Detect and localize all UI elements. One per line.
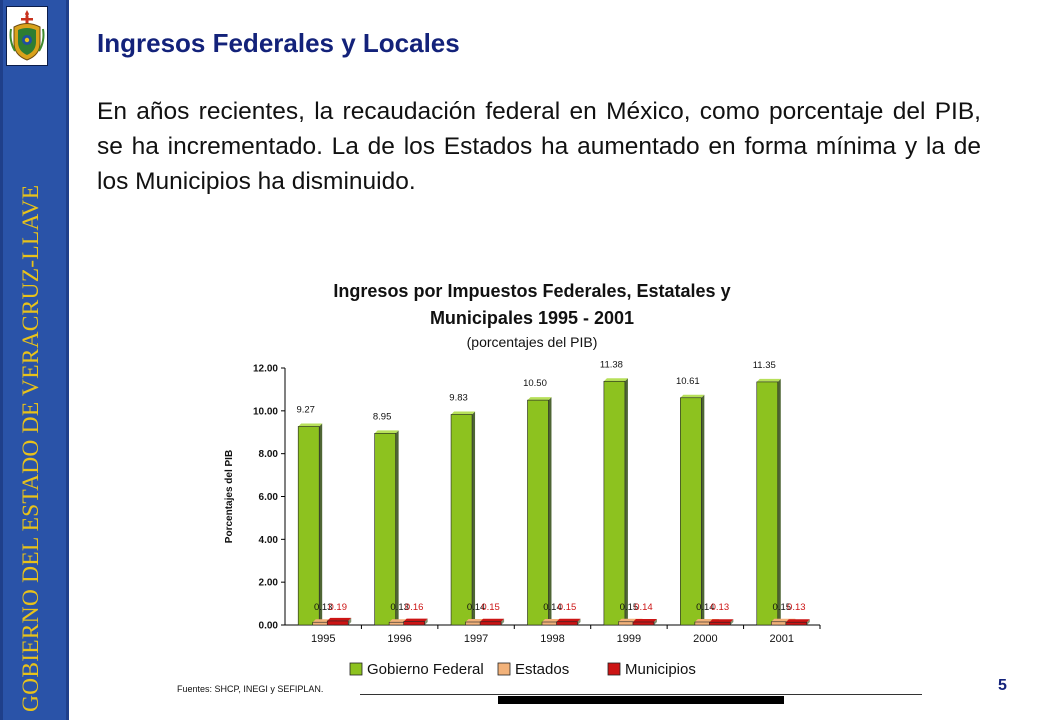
footer-divider [360,694,922,695]
bar-side-1995-2 [348,617,352,625]
data-label-gobierno-federal-1999: 11.38 [600,359,623,370]
y-tick-label: 4.00 [259,535,279,546]
slide-paragraph: En años recientes, la recaudación federa… [97,98,981,195]
bar-top-1997-0 [451,411,476,415]
bar-side-1999-2 [653,619,657,625]
bar-municipios-2000 [709,621,731,626]
x-tick-label: 1999 [617,633,641,645]
data-label-estados-1997: 0.14 [467,602,486,613]
bar-side-2001-0 [777,378,781,625]
bar-side-2000-2 [730,619,734,625]
bar-top-2000-0 [680,394,705,398]
bar-gobierno-federal-1997 [450,414,473,626]
footer-bar [498,696,784,704]
data-label-municipios-1995: 0.19 [328,602,347,613]
bar-gobierno-federal-2001 [756,381,779,626]
bar-top-1998-0 [527,397,552,401]
data-label-estados-1998: 0.14 [543,602,562,613]
x-tick-label: 2000 [693,633,717,645]
bar-side-1997-0 [472,411,476,625]
data-label-municipios-2000: 0.13 [711,602,730,613]
legend-swatch-estados [497,662,511,676]
bar-top-1999-0 [603,378,628,382]
legend-label-estados: Estados [515,661,569,678]
data-label-estados-2000: 0.14 [696,602,715,613]
x-tick-label: 2001 [770,633,794,645]
data-label-municipios-2001: 0.13 [787,602,806,613]
bar-side-1996-0 [395,430,399,625]
x-tick-label: 1996 [387,633,411,645]
bar-top-2001-0 [756,378,781,382]
bar-gobierno-federal-1995 [297,426,320,626]
bar-top-1996-0 [374,430,399,434]
data-label-municipios-1997: 0.15 [481,602,500,613]
bar-side-1996-2 [424,618,428,625]
y-tick-label: 12.00 [253,364,278,375]
bar-side-1998-2 [577,618,581,625]
chart-title-line-2: Municipales 1995 - 2001 [430,308,634,328]
bar-side-1998-0 [548,397,552,625]
data-label-gobierno-federal-2001: 11.35 [753,360,776,371]
bar-municipios-1995 [326,620,349,626]
bar-top-1995-2 [327,617,352,621]
bar-side-1995-0 [319,423,323,625]
y-axis-label: Porcentajes del PIB [224,450,235,543]
data-label-gobierno-federal-1998: 10.50 [523,378,547,389]
page-number: 5 [998,677,1007,694]
bar-top-1999-2 [632,619,657,623]
legend-label-municipios: Municipios [625,661,696,678]
sidebar: GOBIERNO DEL ESTADO DE VERACRUZ-LLAVE [0,0,69,720]
legend-swatch-municipios [607,662,621,676]
data-label-estados-1995: 0.13 [314,602,333,613]
bar-side-2001-2 [806,619,810,625]
bar-side-1999-0 [624,378,628,625]
y-tick-label: 10.00 [253,406,278,417]
bar-side-2000-0 [701,394,705,625]
data-label-gobierno-federal-1995: 9.27 [296,404,315,415]
bar-municipios-1996 [403,621,425,626]
bar-municipios-1997 [479,621,502,626]
data-label-estados-1999: 0.15 [620,602,639,613]
data-label-gobierno-federal-2000: 10.61 [676,376,700,387]
bar-gobierno-federal-1996 [374,433,396,626]
bar-gobierno-federal-1999 [603,380,626,626]
bar-municipios-2001 [785,621,808,626]
y-tick-label: 0.00 [259,621,279,632]
revenue-chart: Ingresos por Impuestos Federales, Estata… [224,281,821,678]
slide-title: Ingresos Federales y Locales [97,28,460,58]
x-tick-label: 1998 [540,633,564,645]
y-tick-label: 6.00 [259,492,279,503]
bar-gobierno-federal-2000 [680,397,702,626]
legend-swatch-gobierno-federal [349,662,363,676]
bar-top-1997-2 [480,618,505,622]
x-tick-label: 1997 [464,633,488,645]
chart-title-line-1: Ingresos por Impuestos Federales, Estata… [333,281,730,301]
sidebar-panel [3,0,66,720]
legend-label-gobierno-federal: Gobierno Federal [367,661,484,678]
chart-subtitle: (porcentajes del PIB) [467,334,598,350]
data-label-municipios-1998: 0.15 [558,602,577,613]
veracruz-coat-of-arms-icon [6,6,48,66]
bar-top-2001-2 [785,619,810,623]
bar-top-1998-2 [556,618,581,622]
bar-municipios-1998 [556,621,578,626]
y-tick-label: 2.00 [259,578,279,589]
bar-top-1996-2 [403,618,428,622]
bar-top-1995-0 [298,423,323,427]
data-label-gobierno-federal-1996: 8.95 [373,411,392,422]
data-label-municipios-1996: 0.16 [405,602,424,613]
bar-municipios-1999 [632,621,655,626]
data-label-estados-1996: 0.13 [390,602,409,613]
sources-note: Fuentes: SHCP, INEGI y SEFIPLAN. [177,684,324,694]
sidebar-organization-name: GOBIERNO DEL ESTADO DE VERACRUZ-LLAVE [18,184,44,712]
bar-gobierno-federal-1998 [527,399,549,626]
data-label-gobierno-federal-1997: 9.83 [449,392,468,403]
bar-top-2000-2 [709,619,734,623]
data-label-municipios-1999: 0.14 [634,602,653,613]
bar-side-1997-2 [501,618,505,625]
data-label-estados-2001: 0.15 [773,602,792,613]
y-tick-label: 8.00 [259,449,279,460]
x-tick-label: 1995 [311,633,335,645]
